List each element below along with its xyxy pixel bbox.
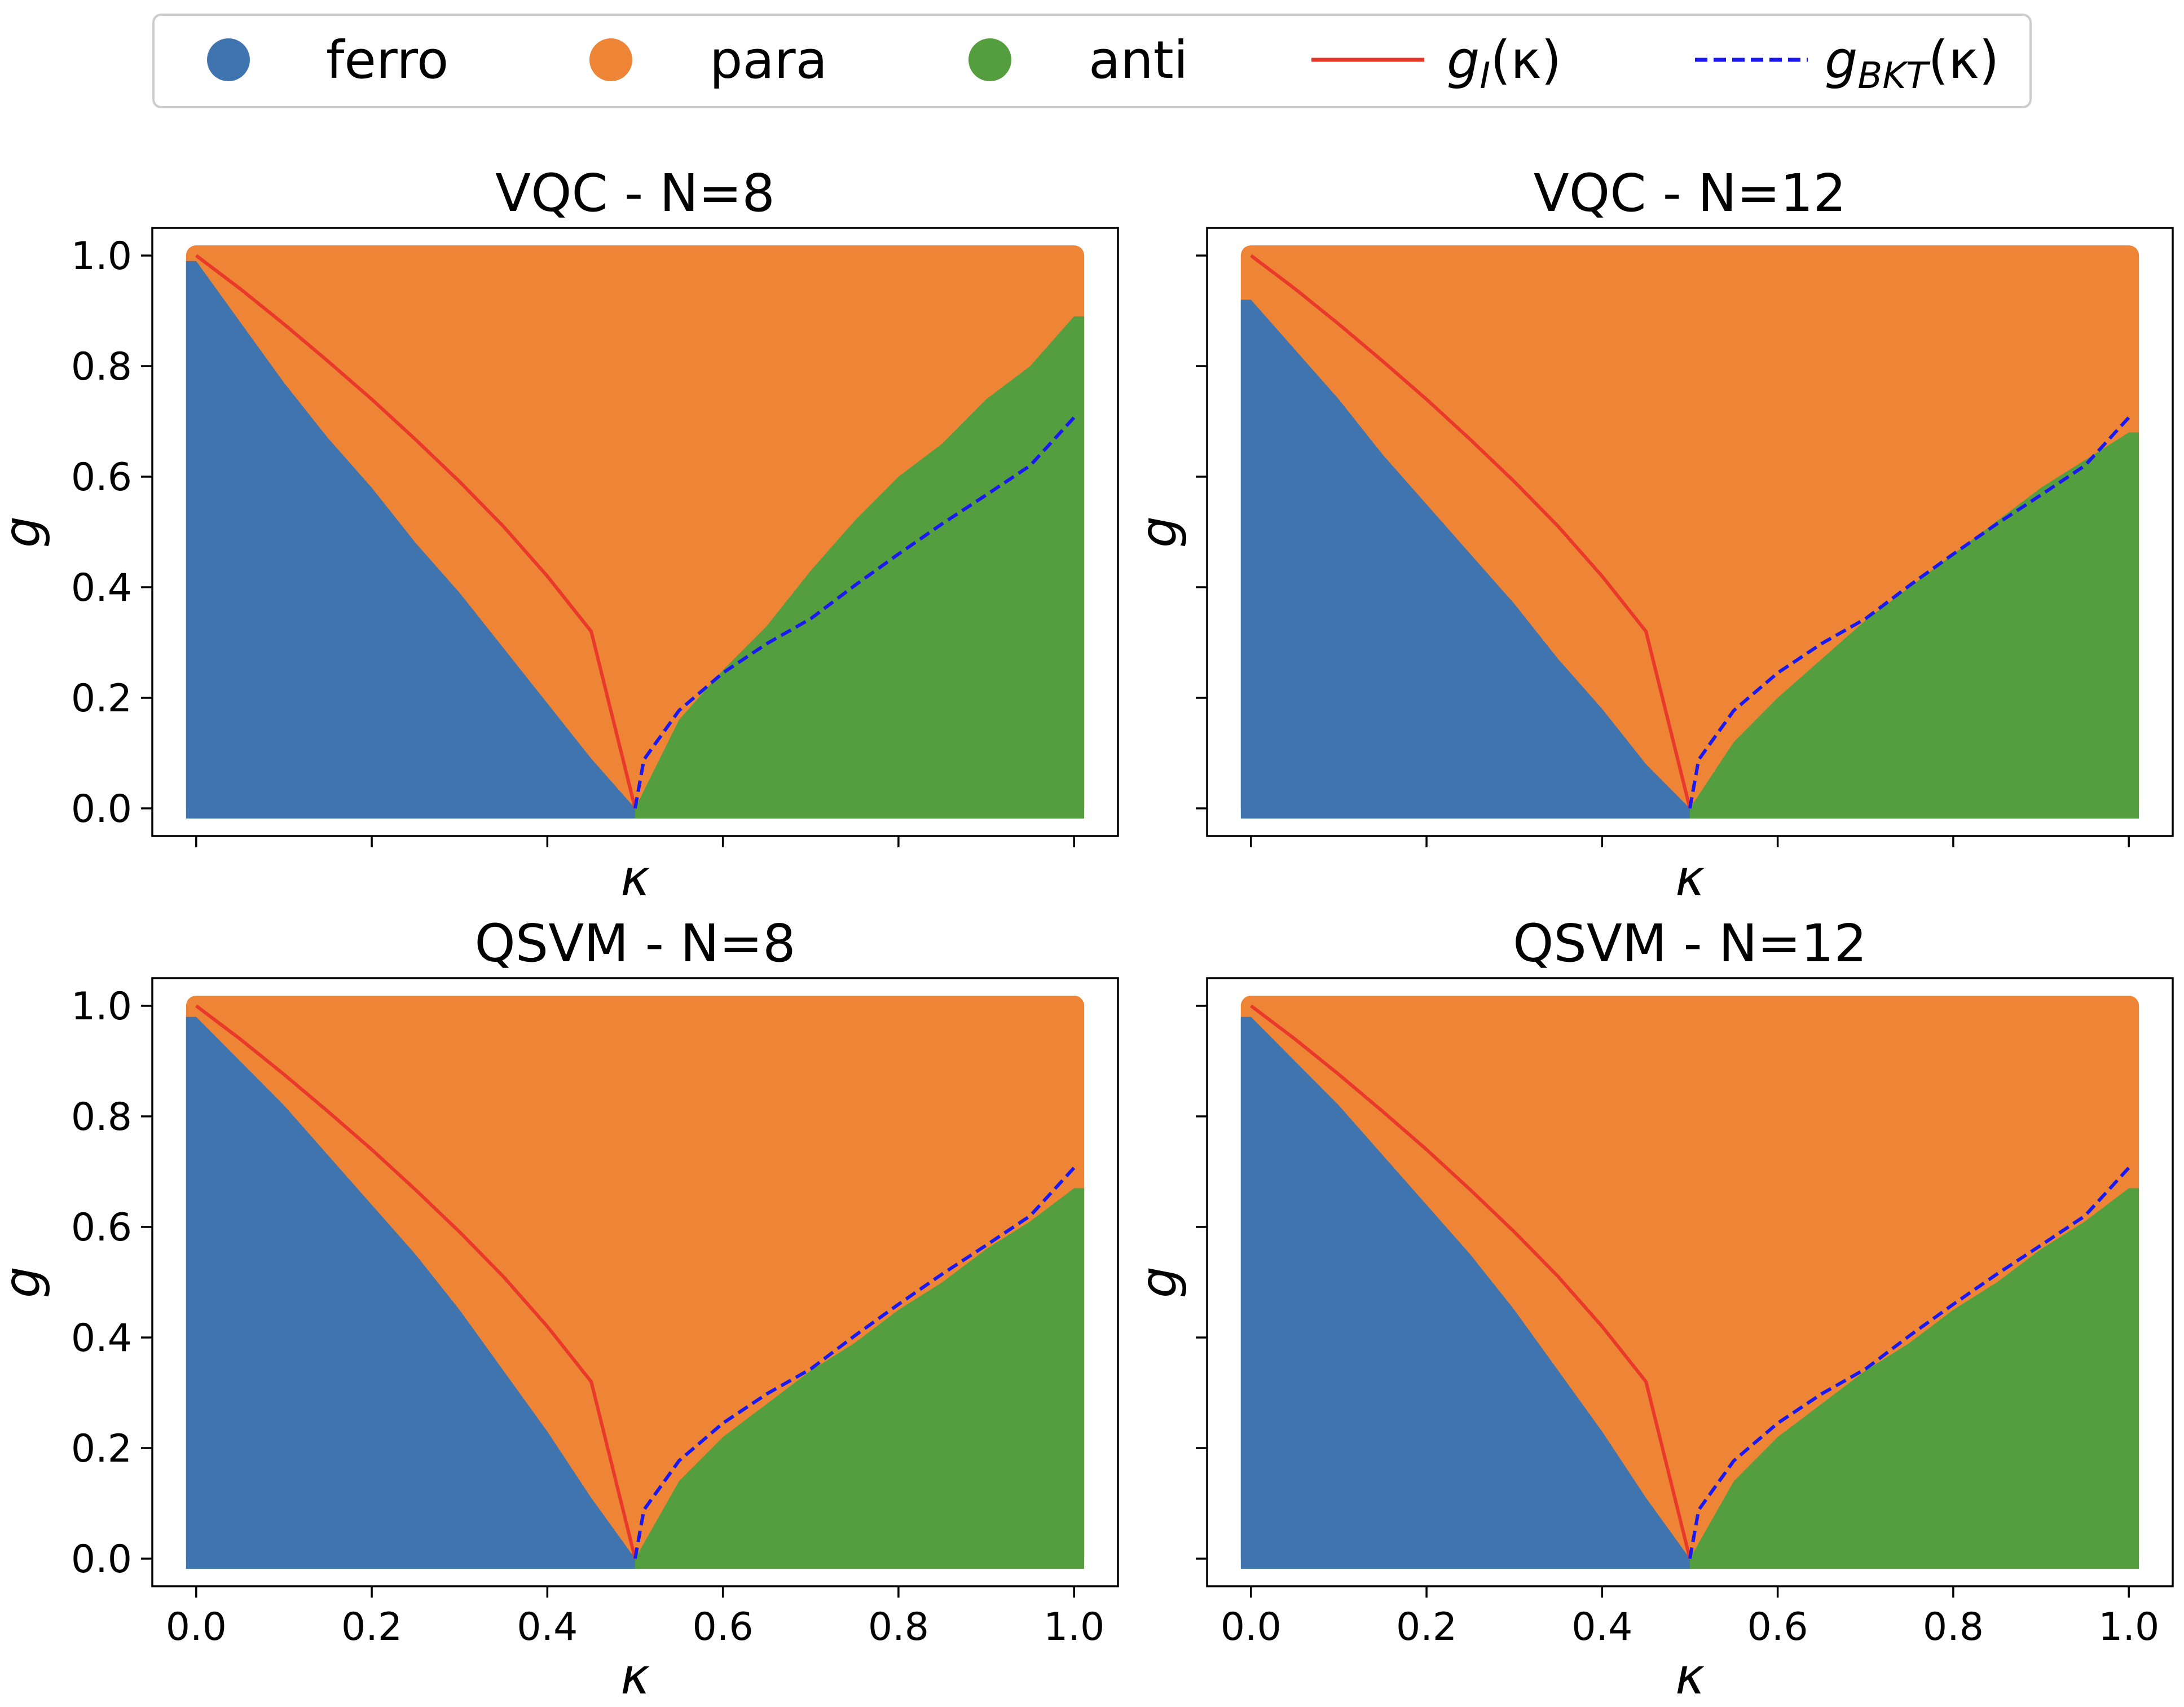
panel-title: VQC - N=12 <box>1534 163 1846 223</box>
panel-4: 0.0 0.2 0.4 0.6 0.8 1.0 QSVM - N=12 κ g <box>1130 913 2174 1705</box>
curve-g-BKT <box>1688 1167 2130 1559</box>
x-axis-label: κ <box>620 1647 650 1705</box>
legend-frame <box>152 14 2032 108</box>
y-tick-label: 0.4 <box>71 566 132 610</box>
x-tick-label: 0.8 <box>868 1605 929 1649</box>
legend-marker-anti <box>968 38 1011 81</box>
axes-frame <box>1206 977 2174 1587</box>
y-tick-label: 0.6 <box>71 455 132 500</box>
curve-g-I <box>195 1004 637 1559</box>
axes-frame <box>151 977 1119 1587</box>
y-tick-label: 0.2 <box>71 676 132 721</box>
x-tick-label: 0.2 <box>1396 1605 1457 1649</box>
x-tick-label: 0.8 <box>1923 1605 1984 1649</box>
y-tick-label: 1.0 <box>71 234 132 279</box>
x-tick-label: 0.0 <box>166 1605 227 1649</box>
legend-label-anti: anti <box>1089 30 1188 90</box>
legend-label-ferro: ferro <box>326 30 448 90</box>
legend-label-g_I: gI(κ) <box>1447 30 1561 97</box>
plot-area <box>186 245 1085 819</box>
y-tick-label: 0.6 <box>71 1206 132 1250</box>
panel-title: VQC - N=8 <box>495 163 775 223</box>
plot-area <box>1240 996 2139 1569</box>
panel-1: 0.0 0.2 0.4 0.6 0.8 1.0 VQC - N=8 κ g <box>0 163 1119 907</box>
x-tick-label: 1.0 <box>1043 1605 1104 1649</box>
panels: 0.0 0.2 0.4 0.6 0.8 1.0 VQC - N=8 κ g VQC - N=12 κ… <box>0 163 2174 1705</box>
region-anti <box>1690 432 2139 819</box>
x-tick-label: 0.0 <box>1221 1605 1282 1649</box>
legend-label-g_BKT: gBKT(κ) <box>1825 30 1999 97</box>
region-ferro <box>186 1017 635 1569</box>
x-axis-label: κ <box>620 849 650 907</box>
x-tick-label: 0.2 <box>341 1605 402 1649</box>
panel-title: QSVM - N=12 <box>1513 913 1867 974</box>
plot-area <box>1240 245 2139 819</box>
region-ferro <box>186 261 635 819</box>
y-axis-label: g <box>0 1266 51 1298</box>
curve-g-BKT <box>633 416 1076 809</box>
legend-marker-ferro <box>207 38 250 81</box>
region-anti <box>635 316 1085 819</box>
curve-g-BKT <box>1688 416 2130 809</box>
axes-frame <box>1206 227 2174 837</box>
plot-area <box>186 996 1085 1569</box>
x-axis-label: κ <box>1675 1647 1705 1705</box>
legend-label-para: para <box>710 30 827 90</box>
y-tick-label: 0.4 <box>71 1316 132 1361</box>
y-tick-label: 0.2 <box>71 1427 132 1471</box>
y-tick-label: 1.0 <box>71 984 132 1029</box>
legend: ferro para anti gI(κ) gBKT(κ) <box>152 14 2032 108</box>
panel-title: QSVM - N=8 <box>474 913 795 974</box>
region-ferro <box>1240 300 1690 819</box>
x-tick-label: 0.6 <box>1747 1605 1808 1649</box>
axes-frame <box>151 227 1119 837</box>
x-tick-label: 0.6 <box>693 1605 754 1649</box>
x-tick-label: 0.4 <box>1571 1605 1632 1649</box>
curve-g-I <box>195 254 637 809</box>
x-tick-label: 0.4 <box>517 1605 578 1649</box>
x-axis-label: κ <box>1675 849 1705 907</box>
y-axis-label: g <box>1130 1266 1188 1298</box>
y-tick-label: 0.8 <box>71 345 132 389</box>
region-ferro <box>1240 1017 1690 1569</box>
y-tick-label: 0.0 <box>71 787 132 831</box>
x-tick-label: 1.0 <box>2098 1605 2159 1649</box>
curve-g-BKT <box>633 1167 1076 1559</box>
curve-g-I <box>1250 254 1692 809</box>
y-axis-label: g <box>0 516 51 548</box>
y-axis-label: g <box>1130 516 1188 548</box>
panel-2: VQC - N=12 κ g <box>1130 163 2174 907</box>
panel-3: 0.0 0.2 0.4 0.6 0.8 1.0 0.0 0.2 0.4 0.6 0.8 1.0 QSVM… <box>0 913 1119 1705</box>
region-anti <box>1690 1188 2139 1569</box>
curve-g-I <box>1250 1004 1692 1559</box>
y-tick-label: 0.0 <box>71 1537 132 1582</box>
region-anti <box>635 1188 1085 1569</box>
legend-marker-para <box>589 38 632 81</box>
y-tick-label: 0.8 <box>71 1095 132 1140</box>
